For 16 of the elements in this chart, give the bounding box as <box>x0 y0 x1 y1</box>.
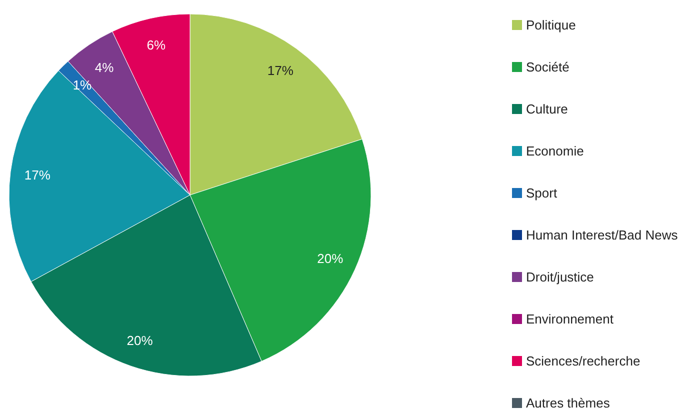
legend-label: Human Interest/Bad News <box>526 228 678 242</box>
legend-label: Sport <box>526 186 558 200</box>
data-label: 20% <box>126 332 154 348</box>
data-label: 4% <box>94 60 114 75</box>
data-label: 20% <box>317 250 344 266</box>
data-label: 17% <box>267 63 294 78</box>
legend-label: Economie <box>526 144 584 158</box>
data-label: 17% <box>24 168 51 183</box>
legend-label: Culture <box>526 102 568 116</box>
legend-label: Environnement <box>526 312 614 326</box>
legend-label: Politique <box>526 18 576 32</box>
legend-label: Droit/justice <box>526 270 594 284</box>
data-label: 6% <box>146 37 166 52</box>
legend-label: Autres thèmes <box>526 396 610 410</box>
legend-label: Sciences/recherche <box>526 354 640 368</box>
legend-label: Société <box>526 60 570 74</box>
